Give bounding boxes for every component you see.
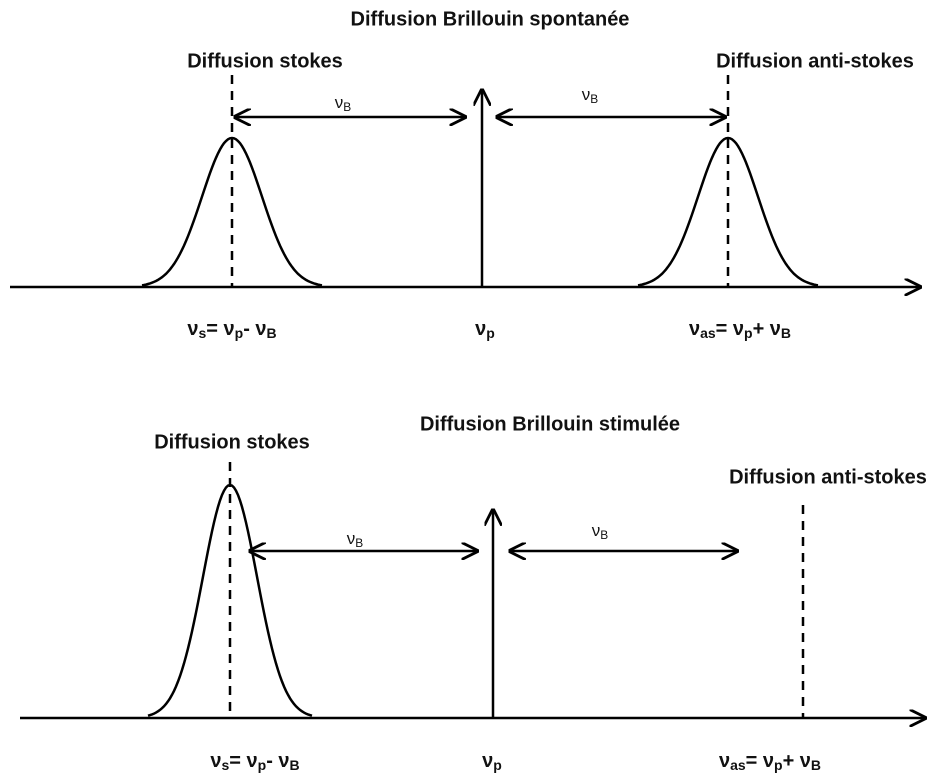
text-segment: p <box>774 757 783 773</box>
spectral-peak <box>147 483 313 717</box>
text-segment: = ν <box>206 318 234 340</box>
shift-label: νB <box>592 521 609 541</box>
text-segment: B <box>290 757 300 773</box>
text-segment: p <box>258 757 267 773</box>
frequency-label: νp <box>475 318 495 341</box>
text-segment: ν <box>582 85 591 104</box>
text-segment: ν <box>482 750 493 772</box>
text-segment: as <box>700 325 716 341</box>
text-segment: as <box>730 757 746 773</box>
text-segment: p <box>744 325 753 341</box>
text-segment: ν <box>210 750 221 772</box>
frequency-label: νs= νp- νB <box>187 318 276 341</box>
frequency-label: νs= νp- νB <box>210 750 299 773</box>
text-segment: p <box>235 325 244 341</box>
stokes-label: Diffusion stokes <box>187 50 343 72</box>
text-segment: ν <box>719 750 730 772</box>
spectral-peak <box>141 136 323 287</box>
anti-stokes-label: Diffusion anti-stokes <box>729 466 927 488</box>
text-segment: p <box>486 325 495 341</box>
text-segment: = ν <box>229 750 257 772</box>
text-segment: ν <box>335 93 344 112</box>
text-segment: B <box>267 325 277 341</box>
text-segment: ν <box>347 529 356 548</box>
text-segment: ν <box>187 318 198 340</box>
shift-label: νB <box>347 529 364 549</box>
text-segment: ν <box>475 318 486 340</box>
anti-stokes-label: Diffusion anti-stokes <box>716 50 914 72</box>
spectral-peak <box>637 136 819 287</box>
frequency-label: νp <box>482 750 502 773</box>
shift-label: νB <box>335 93 352 113</box>
text-segment: B <box>600 528 608 542</box>
text-segment: B <box>590 92 598 106</box>
text-segment: - ν <box>243 318 266 340</box>
text-segment: B <box>343 100 351 114</box>
text-segment: B <box>355 536 363 550</box>
text-segment: + ν <box>783 750 811 772</box>
text-segment: B <box>811 757 821 773</box>
text-segment: ν <box>592 521 601 540</box>
text-segment: p <box>493 757 502 773</box>
text-segment: s <box>221 757 229 773</box>
text-segment: ν <box>689 318 700 340</box>
text-segment: = ν <box>716 318 744 340</box>
panel-title: Diffusion Brillouin spontanée <box>351 8 630 30</box>
text-segment: + ν <box>753 318 781 340</box>
stokes-label: Diffusion stokes <box>154 431 310 453</box>
shift-label: νB <box>582 85 599 105</box>
text-segment: - ν <box>266 750 289 772</box>
frequency-label: νas= νp+ νB <box>719 750 821 773</box>
text-segment: B <box>781 325 791 341</box>
frequency-label: νas= νp+ νB <box>689 318 791 341</box>
text-segment: = ν <box>746 750 774 772</box>
panel-title: Diffusion Brillouin stimulée <box>420 413 680 435</box>
text-segment: s <box>198 325 206 341</box>
